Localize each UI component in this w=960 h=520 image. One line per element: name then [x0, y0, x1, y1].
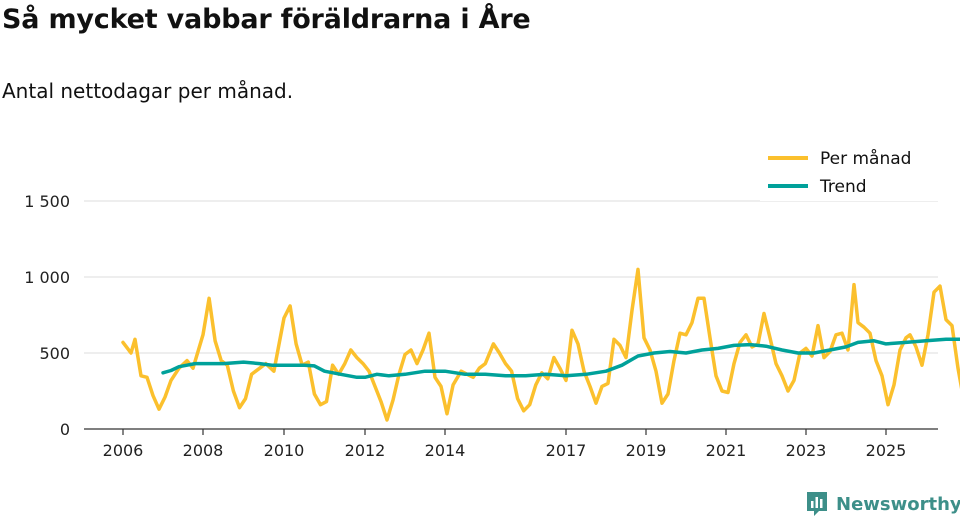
- y-tick-label: 500: [39, 344, 70, 363]
- x-tick-label: 2023: [786, 441, 827, 460]
- series-line-trend: [161, 337, 960, 380]
- x-axis: 2006 2008 2010 2012 2014 2017 2019 2021 2023 2025: [84, 428, 938, 460]
- y-tick-label: 1 000: [24, 268, 70, 287]
- chart-title: Så mycket vabbar föräldrarna i Åre: [2, 4, 531, 35]
- x-tick-label: 2017: [546, 441, 587, 460]
- x-tick-label: 2010: [264, 441, 305, 460]
- x-tick-label: 2014: [425, 441, 466, 460]
- x-tick-label: 2012: [345, 441, 386, 460]
- x-tick-label: 2006: [103, 441, 144, 460]
- brand-name: Newsworthy: [836, 493, 960, 515]
- newsworthy-icon: [807, 492, 827, 516]
- y-tick-label: 0: [60, 420, 70, 439]
- legend-label-per-manad: Per månad: [820, 148, 911, 169]
- x-tick-label: 2021: [706, 441, 747, 460]
- x-tick-label: 2008: [183, 441, 224, 460]
- x-tick-label: 2019: [626, 441, 667, 460]
- y-axis-tick-labels: 0 500 1 000 1 500: [24, 192, 70, 439]
- series-layer: [121, 267, 960, 422]
- legend-label-trend: Trend: [819, 177, 867, 197]
- series-line-per-manad: [121, 267, 960, 422]
- y-tick-label: 1 500: [24, 192, 70, 211]
- legend[interactable]: Per månad Trend: [760, 146, 940, 201]
- legend-background: [760, 146, 940, 201]
- newsworthy-logo[interactable]: Newsworthy: [805, 490, 960, 518]
- chart-subtitle: Antal nettodagar per månad.: [2, 79, 294, 103]
- x-tick-label: 2025: [866, 441, 907, 460]
